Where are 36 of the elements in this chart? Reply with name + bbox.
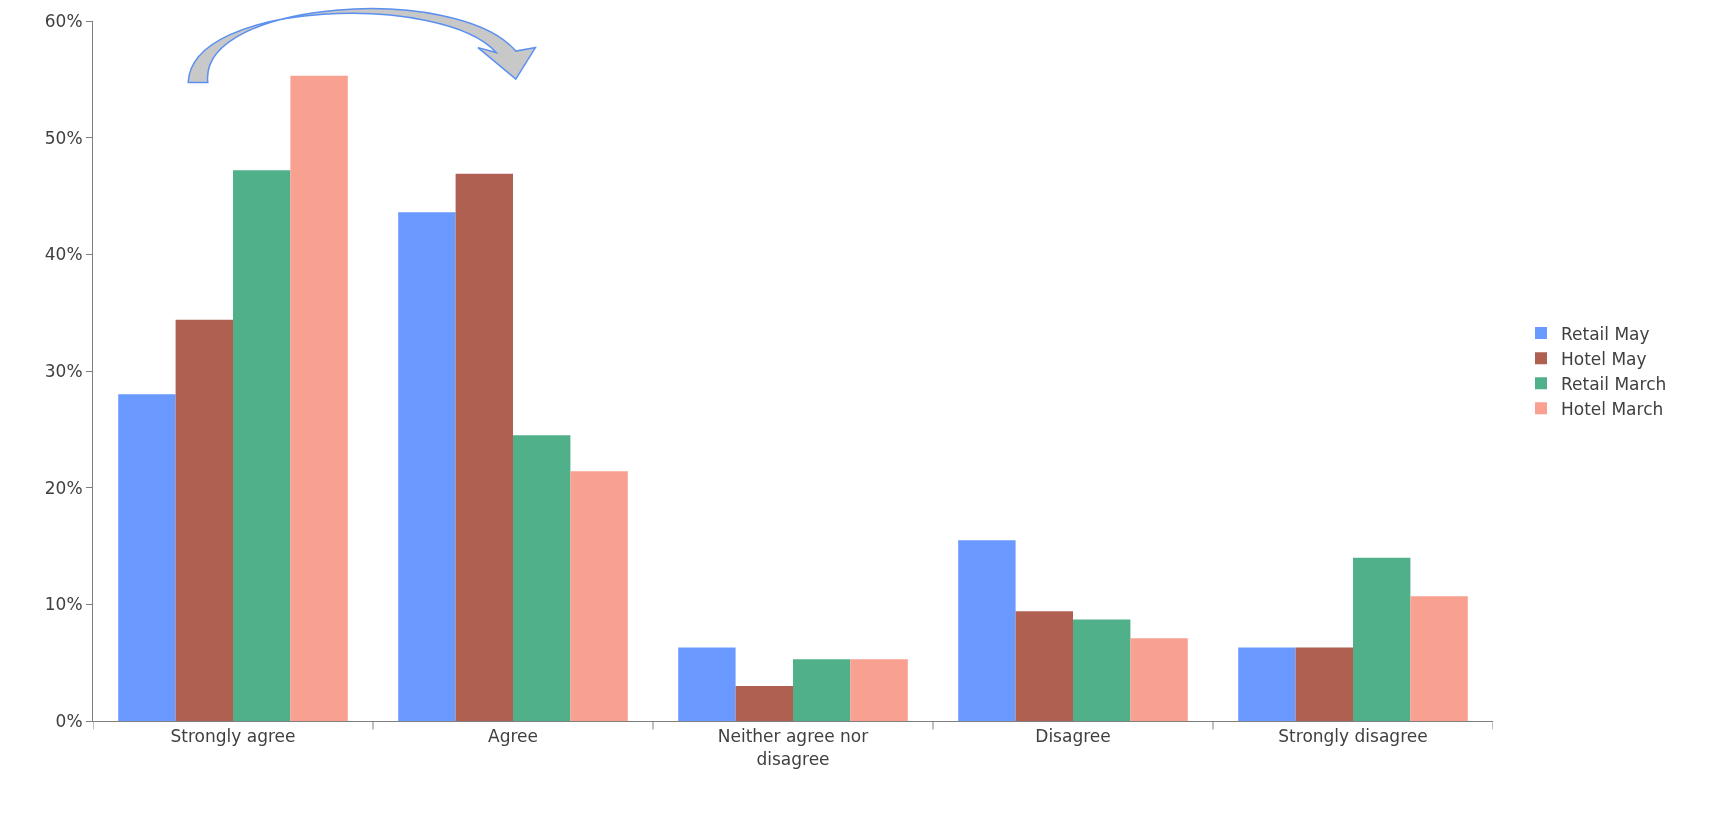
x-tick-label: Strongly agree — [170, 726, 296, 747]
bar — [1015, 611, 1073, 721]
bar — [793, 659, 851, 721]
y-tick-label: 50% — [44, 127, 83, 148]
bar — [1295, 647, 1353, 721]
bar — [735, 686, 793, 721]
bar — [290, 75, 348, 721]
legend-label: Hotel May — [1561, 348, 1647, 369]
x-tick-label: Neither agree nor disagree — [717, 726, 869, 769]
bar — [513, 435, 571, 721]
bar — [958, 540, 1016, 721]
y-tick-label: 30% — [44, 360, 83, 381]
bar — [455, 173, 513, 721]
bar — [175, 319, 233, 721]
y-tick-label: 20% — [44, 477, 83, 498]
bar — [118, 394, 176, 721]
y-tick-label: 40% — [44, 244, 83, 265]
bar — [678, 647, 736, 721]
bar — [570, 471, 628, 721]
legend-label: Hotel March — [1561, 398, 1664, 419]
bar — [1353, 557, 1411, 721]
legend-label: Retail May — [1561, 323, 1650, 344]
x-tick-label: Strongly disagree — [1278, 726, 1428, 747]
bar — [398, 212, 456, 721]
y-tick-label: 0% — [55, 710, 83, 731]
bar — [1238, 647, 1296, 721]
y-tick-label: 10% — [44, 594, 83, 615]
bar — [1410, 596, 1468, 721]
bar — [1130, 638, 1188, 721]
bar — [850, 659, 908, 721]
legend-label: Retail March — [1561, 373, 1667, 394]
bar — [1073, 619, 1131, 721]
x-tick-label: Agree — [488, 726, 538, 747]
x-tick-label: Disagree — [1035, 726, 1111, 747]
y-tick-label: 60% — [44, 10, 83, 31]
bar — [233, 170, 291, 721]
